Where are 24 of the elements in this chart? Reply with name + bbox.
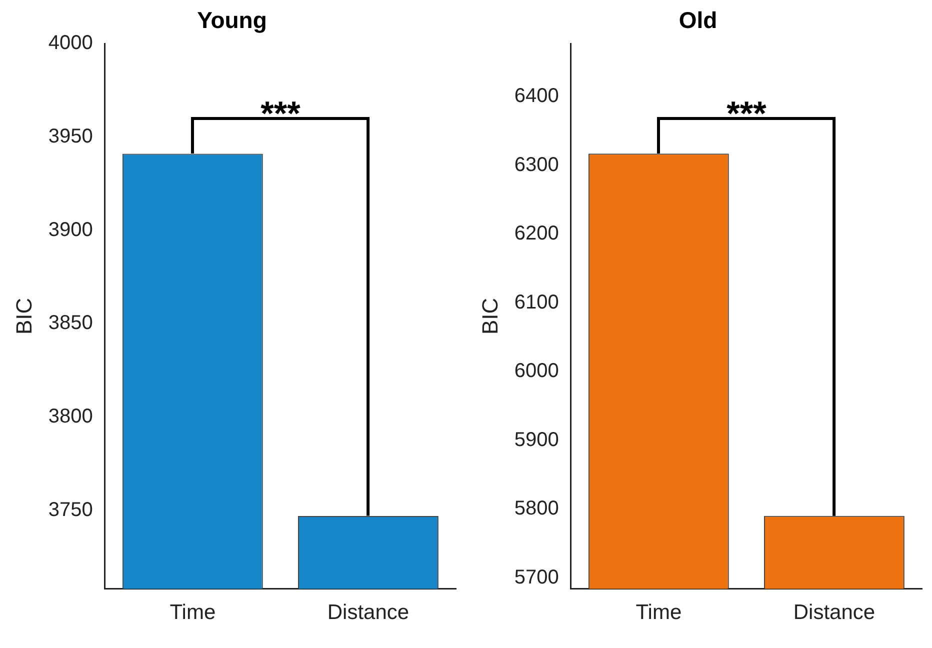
y-tick-label: 3850 [48, 312, 93, 334]
y-tick-label: 6000 [514, 360, 559, 382]
x-tick-label: Distance [327, 601, 410, 624]
y-tick-label: 3900 [48, 218, 93, 241]
y-tick-label: 3800 [48, 406, 93, 428]
y-tick-label: 6400 [514, 85, 559, 108]
y-axis-title: BIC [11, 298, 36, 335]
y-tick-label: 6200 [514, 222, 559, 245]
x-tick-label: Time [636, 601, 682, 624]
y-tick-label: 6300 [514, 154, 559, 176]
y-tick-label: 4000 [48, 32, 93, 54]
chart-title: Young [197, 7, 267, 34]
annotation: *** [726, 94, 768, 133]
chart-title: Old [678, 7, 718, 34]
y-tick-label: 5700 [514, 566, 559, 588]
y-tick-label: 3950 [48, 125, 93, 148]
annotation: *** [260, 95, 302, 134]
x-tick-label: Time [170, 601, 216, 624]
y-tick-label: 5800 [514, 498, 559, 520]
y-tick-label: 3750 [48, 498, 93, 521]
x-tick-label: Distance [793, 601, 876, 624]
y-tick-label: 5900 [514, 428, 559, 451]
y-tick-label: 6100 [514, 291, 559, 314]
y-axis-title: BIC [477, 298, 502, 335]
